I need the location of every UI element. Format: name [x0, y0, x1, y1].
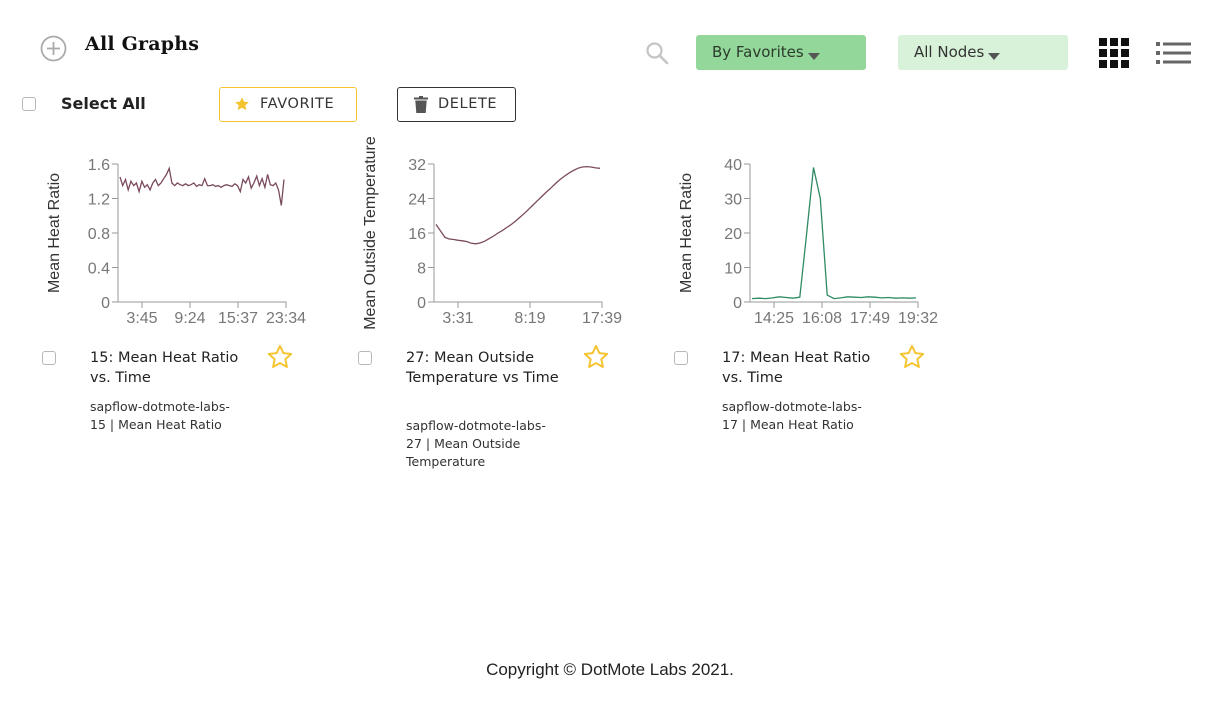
- graph-card[interactable]: Mean Heat Ratio 0 0.4 0.8 1.2 1.6 3:45 9:24 15:3…: [40, 140, 340, 480]
- y-tick-label: 0: [733, 295, 742, 312]
- y-tick-label: 0.4: [88, 261, 110, 278]
- star-outline-icon[interactable]: [267, 344, 293, 370]
- list-view-icon[interactable]: [1156, 41, 1191, 65]
- series-line: [119, 166, 285, 206]
- graph-chart[interactable]: Mean Heat Ratio 0 10 20 30 40 14:25 16:08 17:49 1…: [672, 140, 972, 340]
- add-graph-icon[interactable]: [40, 35, 67, 62]
- star-icon: [235, 97, 249, 111]
- select-all-label[interactable]: Select All: [61, 94, 146, 113]
- x-tick-label: 15:37: [218, 310, 258, 327]
- graph-card[interactable]: Mean Outside Temperature 0 8 16 24 32 3:31 8:19…: [356, 136, 656, 480]
- star-outline-icon[interactable]: [583, 344, 609, 370]
- graph-subtitle: sapflow-dotmote-labs-15 | Mean Heat Rati…: [90, 399, 230, 432]
- y-tick-label: 0: [417, 295, 426, 312]
- star-outline-icon[interactable]: [899, 344, 925, 370]
- y-tick-label: 40: [724, 157, 742, 174]
- y-tick-label: 0: [101, 295, 110, 312]
- y-axis-label: Mean Outside Temperature: [362, 136, 379, 330]
- trash-icon: [414, 96, 428, 113]
- series-line: [435, 165, 601, 245]
- graph-title[interactable]: 17: Mean Heat Ratio vs. Time: [722, 350, 871, 386]
- chevron-down-icon: [807, 53, 820, 60]
- y-tick-label: 10: [724, 261, 742, 278]
- graph-title[interactable]: 27: Mean Outside Temperature vs Time: [406, 350, 559, 386]
- x-tick-label: 17:49: [850, 310, 890, 327]
- y-tick-label: 16: [408, 226, 426, 243]
- delete-button-label: DELETE: [438, 96, 498, 112]
- chevron-down-icon: [988, 53, 1001, 60]
- footer-copyright: Copyright © DotMote Labs 2021.: [486, 660, 734, 679]
- graph-select-checkbox[interactable]: [674, 351, 688, 365]
- x-tick-label: 16:08: [802, 310, 842, 327]
- x-tick-label: 3:31: [442, 310, 473, 327]
- x-tick-label: 19:32: [898, 310, 938, 327]
- x-tick-label: 23:34: [266, 310, 306, 327]
- y-tick-label: 20: [724, 226, 742, 243]
- graph-subtitle: sapflow-dotmote-labs-27 | Mean Outside T…: [406, 418, 546, 469]
- graph-subtitle: sapflow-dotmote-labs-17 | Mean Heat Rati…: [722, 399, 862, 432]
- nodes-filter-dropdown[interactable]: All Nodes: [898, 35, 1068, 70]
- y-axis-label: Mean Heat Ratio: [46, 173, 63, 293]
- favorite-button-label: FAVORITE: [260, 96, 335, 112]
- grid-view-icon[interactable]: [1098, 37, 1130, 69]
- y-tick-label: 8: [417, 261, 426, 278]
- x-tick-label: 8:19: [514, 310, 545, 327]
- search-icon[interactable]: [645, 41, 669, 65]
- axis-line: [749, 164, 919, 308]
- graph-card[interactable]: Mean Heat Ratio 0 10 20 30 40 14:25 16:08 17:49 1…: [672, 140, 972, 480]
- favorite-button[interactable]: FAVORITE: [219, 87, 357, 122]
- y-tick-label: 0.8: [88, 226, 110, 243]
- series-line: [751, 167, 917, 300]
- y-axis-label: Mean Heat Ratio: [678, 173, 695, 293]
- graph-chart[interactable]: Mean Heat Ratio 0 0.4 0.8 1.2 1.6 3:45 9:24 15:3…: [40, 140, 340, 340]
- y-tick-label: 30: [724, 192, 742, 209]
- graph-select-checkbox[interactable]: [42, 351, 56, 365]
- nodes-filter-label: All Nodes: [914, 43, 985, 61]
- favorites-filter-label: By Favorites: [712, 43, 804, 61]
- delete-button[interactable]: DELETE: [397, 87, 516, 122]
- y-tick-label: 32: [408, 157, 426, 174]
- graph-chart[interactable]: Mean Outside Temperature 0 8 16 24 32 3:31 8:19…: [356, 136, 656, 340]
- x-tick-label: 3:45: [126, 310, 157, 327]
- select-all-checkbox[interactable]: [22, 97, 36, 111]
- page-title: All Graphs: [85, 33, 200, 55]
- x-tick-label: 9:24: [174, 310, 205, 327]
- y-tick-label: 24: [408, 192, 426, 209]
- y-tick-label: 1.2: [88, 192, 110, 209]
- favorites-filter-dropdown[interactable]: By Favorites: [696, 35, 866, 70]
- axis-line: [433, 164, 603, 308]
- y-tick-label: 1.6: [88, 157, 110, 174]
- graph-title[interactable]: 15: Mean Heat Ratio vs. Time: [90, 350, 239, 386]
- x-tick-label: 14:25: [754, 310, 794, 327]
- graph-select-checkbox[interactable]: [358, 351, 372, 365]
- x-tick-label: 17:39: [582, 310, 622, 327]
